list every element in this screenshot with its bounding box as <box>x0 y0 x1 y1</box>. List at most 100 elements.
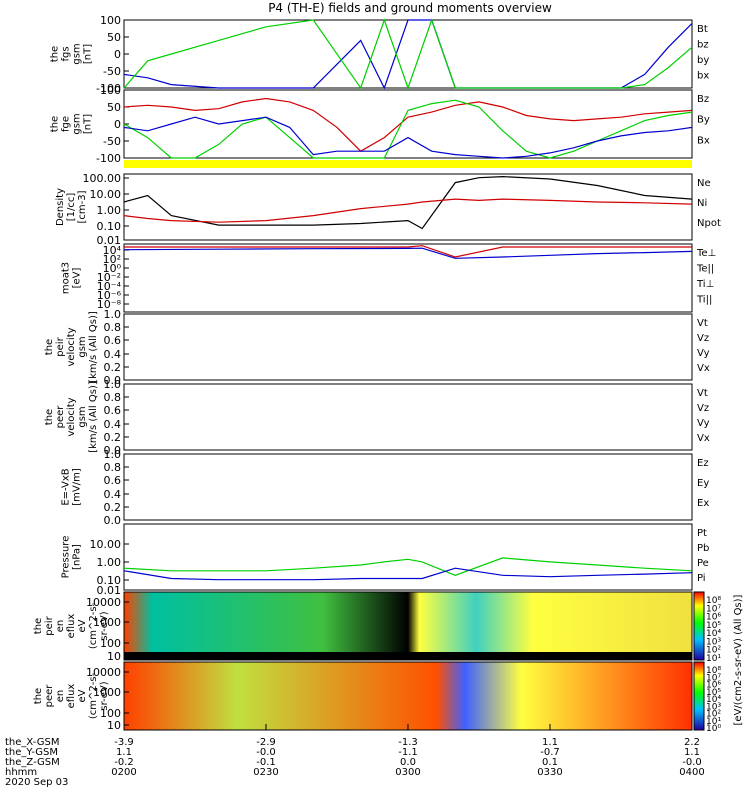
x-row-value: -0.0 <box>256 747 276 758</box>
spectrogram-fill <box>124 662 692 730</box>
legend-Npot: Npot <box>697 218 721 229</box>
y-tick-label: 10⁻⁴ <box>97 280 122 293</box>
y-tick-label: 50 <box>107 101 121 114</box>
y-tick-label: 100 <box>100 707 121 720</box>
y-tick-label: 0.4 <box>104 348 122 361</box>
series-0-by <box>123 18 693 90</box>
y-tick-label: 0.8 <box>104 391 122 404</box>
panel-frame <box>123 173 693 241</box>
page-title: P4 (TH-E) fields and ground moments over… <box>268 1 552 15</box>
y-tick-label: 100 <box>100 84 121 97</box>
legend-Ez: Ez <box>697 458 709 469</box>
x-row-value: -1.3 <box>398 737 418 748</box>
y-tick-label: 10⁰ <box>103 262 122 275</box>
legend-Pi: Pi <box>697 573 706 584</box>
spectrogram-fill <box>124 592 692 660</box>
panel-frame <box>123 89 693 159</box>
panel-frame <box>123 243 693 313</box>
colorbar-tick: 10² <box>706 710 721 720</box>
legend-by: by <box>697 55 709 66</box>
x-row-value: 0200 <box>111 767 136 778</box>
legend-Vz: Vz <box>697 403 709 414</box>
x-row-value: 0.1 <box>542 757 558 768</box>
y-axis-label: thefgsgsm[nT] <box>50 43 94 64</box>
legend-Te⊥: Te⊥ <box>696 248 716 259</box>
colorbar-tick: 10¹ <box>706 717 721 727</box>
series-0-bx <box>123 19 693 90</box>
x-row-value: -1.1 <box>398 747 418 758</box>
y-tick-label: 10² <box>103 253 121 266</box>
y-tick-label: -100 <box>96 82 121 95</box>
y-axis-label: thepeerenefluxeV(cm^2-s-sr-eV) <box>33 672 110 719</box>
legend-Ti||: Ti|| <box>696 295 712 306</box>
fge-quality-bar <box>124 160 692 168</box>
panel-frame <box>123 523 693 591</box>
colorbar-tick: 10⁴ <box>706 695 721 705</box>
x-row-label: the_Z-GSM <box>5 757 60 768</box>
y-axis-label: thepeirenefluxeV(cm^2-s-sr-eV) <box>33 602 110 649</box>
colorbar-tick: 10⁸ <box>706 666 721 676</box>
x-row-value: -0.1 <box>256 757 276 768</box>
panel-frame <box>123 591 693 661</box>
y-tick-label: 0.6 <box>104 404 122 417</box>
x-row-value: 0300 <box>395 767 420 778</box>
legend-Vx: Vx <box>697 433 710 444</box>
y-tick-label: 0.10 <box>97 574 122 587</box>
colorbar-units: [eV/(cm2-s-sr-eV) (All Qs)] <box>733 594 744 725</box>
panel-frame <box>123 383 693 451</box>
y-tick-label: -50 <box>103 65 121 78</box>
series-1-Bz <box>123 97 693 152</box>
y-tick-label: 0.01 <box>97 234 122 247</box>
y-tick-label: 0 <box>114 48 121 61</box>
y-tick-label: 10⁻⁶ <box>97 289 122 302</box>
colorbar-tick: 10⁴ <box>706 629 721 639</box>
y-tick-label: 1.00 <box>97 204 122 217</box>
y-tick-label: 1.0 <box>104 448 122 461</box>
spectrogram-lowband <box>124 652 692 660</box>
x-row-value: 1.1 <box>684 747 700 758</box>
colorbar-tick: 10⁷ <box>706 673 721 683</box>
legend-Ni: Ni <box>697 198 707 209</box>
panel-fge_gsm: 100 50 0 -50 -100 thefgegsm[nT] Bz By Bx <box>50 84 710 165</box>
panel-density: 100.00 10.00 1.00 0.100.01 Density[1/cc][cm-… <box>55 172 721 247</box>
x-row-value: 2.2 <box>684 737 700 748</box>
y-tick-label: 1.0 <box>104 308 122 321</box>
legend-Pe: Pe <box>697 558 709 569</box>
x-row-value: 1.1 <box>542 737 558 748</box>
y-tick-label: -100 <box>96 152 121 165</box>
y-axis-label: thefgegsm[nT] <box>50 113 94 134</box>
legend-Vt: Vt <box>697 388 708 399</box>
panel-fgs_gsm: 100 50 0 -50 -100 thefgsgsm[nT] Bt bz by bx <box>50 14 710 95</box>
series-7-Pe <box>123 557 693 576</box>
panel-peer_eflux: 10000 1000 10010thepeerenefluxeV(cm^2-s-sr… <box>33 661 721 734</box>
legend-Te||: Te|| <box>696 264 714 275</box>
legend-Vx: Vx <box>697 363 710 374</box>
legend-Vt: Vt <box>697 318 708 329</box>
colorbar <box>693 661 705 731</box>
legend-Ey: Ey <box>697 478 709 489</box>
y-tick-label: 10 <box>107 650 121 663</box>
panel-peir_velocity: 1.00.80.60.40.20.0 thepeirvelocitygsm[km/… <box>44 308 710 387</box>
y-tick-label: 0.6 <box>104 474 122 487</box>
colorbar-tick: 10⁵ <box>706 621 721 631</box>
y-tick-label: 1.00 <box>97 556 122 569</box>
y-tick-label: 10000 <box>86 666 121 679</box>
y-tick-label: -50 <box>103 135 121 148</box>
y-tick-label: 100.00 <box>83 172 122 185</box>
date-label: 2020 Sep 03 <box>5 777 68 788</box>
colorbar-tick: 10¹ <box>706 654 721 664</box>
panel-frame <box>123 313 693 381</box>
colorbar-tick: 10⁸ <box>706 596 721 606</box>
x-row-value: 0400 <box>679 767 704 778</box>
y-tick-label: 0.0 <box>104 444 122 457</box>
y-tick-label: 0.8 <box>104 321 122 334</box>
colorbar-tick: 10⁶ <box>706 613 721 623</box>
series-3-Ti <box>123 247 693 259</box>
colorbar-tick: 10⁷ <box>706 604 721 614</box>
legend-Bt: Bt <box>697 24 708 35</box>
legend-Pt: Pt <box>697 528 707 539</box>
panel-pressure: 10.00 1.00 0.100.01 Pressure[nPa] Pt Pb Pe Pi <box>61 523 709 597</box>
y-tick-label: 10⁻⁸ <box>97 298 122 311</box>
